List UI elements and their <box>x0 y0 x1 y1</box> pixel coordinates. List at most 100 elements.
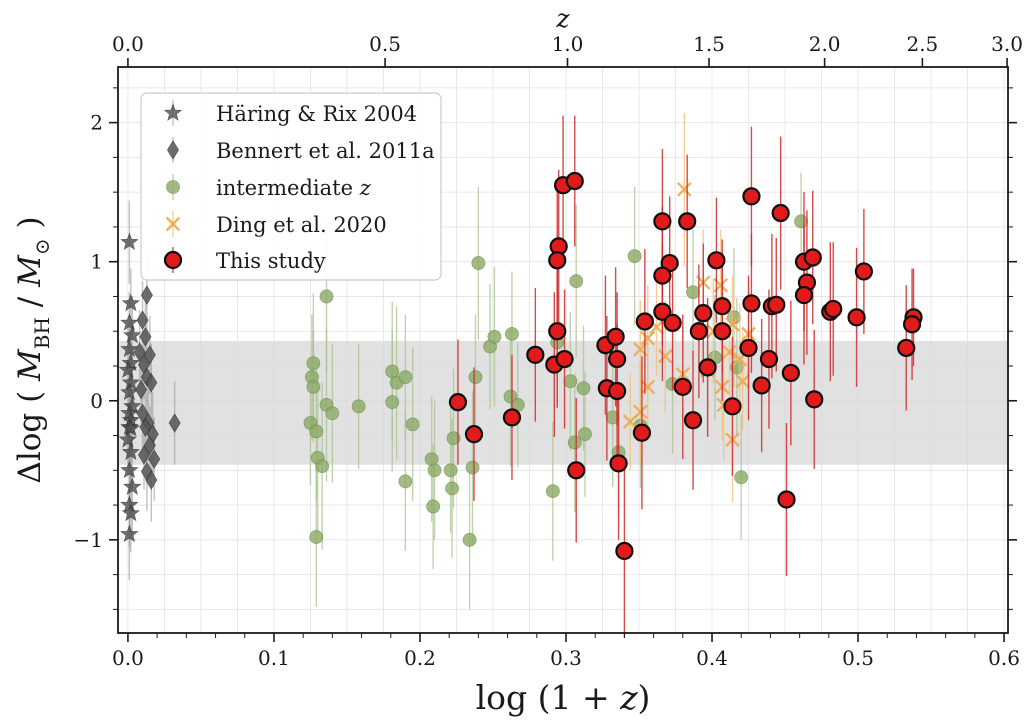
y-tick-label: −1 <box>74 528 103 552</box>
circle-marker <box>548 322 567 341</box>
diamond-marker <box>143 345 156 365</box>
y-tick-label: 2 <box>90 111 103 135</box>
diamond-marker <box>139 417 152 437</box>
circle-marker <box>694 304 713 323</box>
top-tick-label: 1.5 <box>693 32 725 56</box>
circle-marker <box>673 377 692 396</box>
star-marker <box>118 360 138 378</box>
legend-label: This study <box>216 249 326 273</box>
legend-label: intermediate z <box>216 176 372 200</box>
legend-item-ding-et-al-2020: Ding et al. 2020 <box>165 211 387 237</box>
circle-marker <box>563 374 578 389</box>
star-marker <box>120 339 139 358</box>
circle-marker <box>608 349 627 369</box>
circle-marker <box>742 294 761 313</box>
circle-marker <box>443 463 458 478</box>
circle-marker <box>678 212 697 231</box>
x-tick-label: 0.6 <box>988 646 1020 670</box>
circle-marker <box>734 470 749 485</box>
legend-label: Bennert et al. 2011a <box>216 139 435 163</box>
circle-marker <box>548 251 567 270</box>
circle-marker <box>689 322 708 341</box>
x-marker <box>657 348 673 364</box>
circle-marker <box>471 256 486 270</box>
x-tick-label: 0.3 <box>550 646 582 670</box>
star-marker <box>121 503 140 522</box>
circle-marker <box>306 379 321 394</box>
circle-marker <box>847 308 866 327</box>
circle-marker <box>608 381 627 401</box>
axis-titles: log (1 + z) z Δlog ( MBH / M⊙ ) <box>12 4 650 717</box>
star-marker <box>121 418 140 437</box>
circle-marker <box>166 180 180 194</box>
circle-marker <box>635 312 654 331</box>
circle-marker <box>445 481 459 496</box>
diamond-marker <box>139 327 152 347</box>
circle-marker <box>398 474 413 489</box>
top-axis-label: z <box>555 4 570 33</box>
diamond-marker <box>167 140 179 160</box>
x-marker <box>722 344 737 360</box>
top-tick-label: 2.0 <box>809 32 841 56</box>
circle-marker <box>742 187 761 206</box>
circle-marker <box>713 322 732 341</box>
circle-marker <box>897 338 916 358</box>
x-marker <box>735 373 751 389</box>
y-tick-label: 0 <box>90 389 103 413</box>
circle-marker <box>576 381 591 396</box>
x-marker <box>640 330 656 346</box>
legend: Häring & Rix 2004 Bennert et al. 2011a int… <box>140 92 442 281</box>
circle-marker <box>902 315 922 334</box>
circle-marker <box>309 424 324 439</box>
circle-marker <box>698 358 717 377</box>
x-axis-label: log (1 + z) <box>476 678 651 717</box>
circle-marker <box>325 406 340 421</box>
diamond-marker <box>145 470 158 490</box>
circle-marker <box>565 171 584 191</box>
axis-tick-labels: 0.0 0.1 0.2 0.3 0.4 0.5 0.6 −1 0 1 2 0.0 0.5 1.0 1.5 2.… <box>74 32 1023 670</box>
star-marker <box>121 373 140 391</box>
diamond-marker <box>168 413 181 433</box>
circle-marker <box>777 490 796 509</box>
x-marker <box>649 319 664 335</box>
diamond-marker <box>140 285 153 305</box>
circle-marker <box>759 349 779 369</box>
circle-marker <box>824 299 843 319</box>
diamond-marker <box>135 379 148 400</box>
star-marker <box>120 460 139 479</box>
circle-marker <box>713 297 732 316</box>
circle-marker <box>567 461 586 480</box>
legend-item-bennert-et-al-2011a: Bennert et al. 2011a <box>167 137 435 163</box>
star-marker <box>123 396 142 415</box>
circle-marker <box>309 530 324 544</box>
legend-box <box>140 92 442 281</box>
star-marker <box>123 325 142 344</box>
circle-marker <box>385 395 400 410</box>
circle-marker <box>794 285 814 305</box>
circle-marker <box>771 203 790 223</box>
x-tick-label: 0.1 <box>258 646 290 670</box>
circle-marker <box>163 250 183 270</box>
circle-marker <box>739 338 758 358</box>
star-marker <box>120 313 139 331</box>
circle-marker <box>606 327 625 346</box>
diamond-marker <box>133 342 146 362</box>
x-marker <box>676 182 692 197</box>
circle-marker <box>663 313 682 332</box>
top-tick-label: 0.0 <box>112 32 144 56</box>
top-tick-label: 2.5 <box>906 32 938 56</box>
x-tick-label: 0.2 <box>404 646 436 670</box>
x-tick-label: 0.5 <box>842 646 874 670</box>
star-marker <box>121 353 140 372</box>
circle-marker <box>683 411 703 430</box>
x-marker <box>165 216 181 232</box>
circle-marker <box>752 376 771 395</box>
star-marker <box>118 430 138 448</box>
star-marker <box>121 442 140 461</box>
circle-marker <box>567 435 582 450</box>
series-h-ring-rix-2004 <box>118 200 142 581</box>
series-this-study <box>448 115 923 638</box>
legend-item-this-study: This study <box>163 247 326 273</box>
